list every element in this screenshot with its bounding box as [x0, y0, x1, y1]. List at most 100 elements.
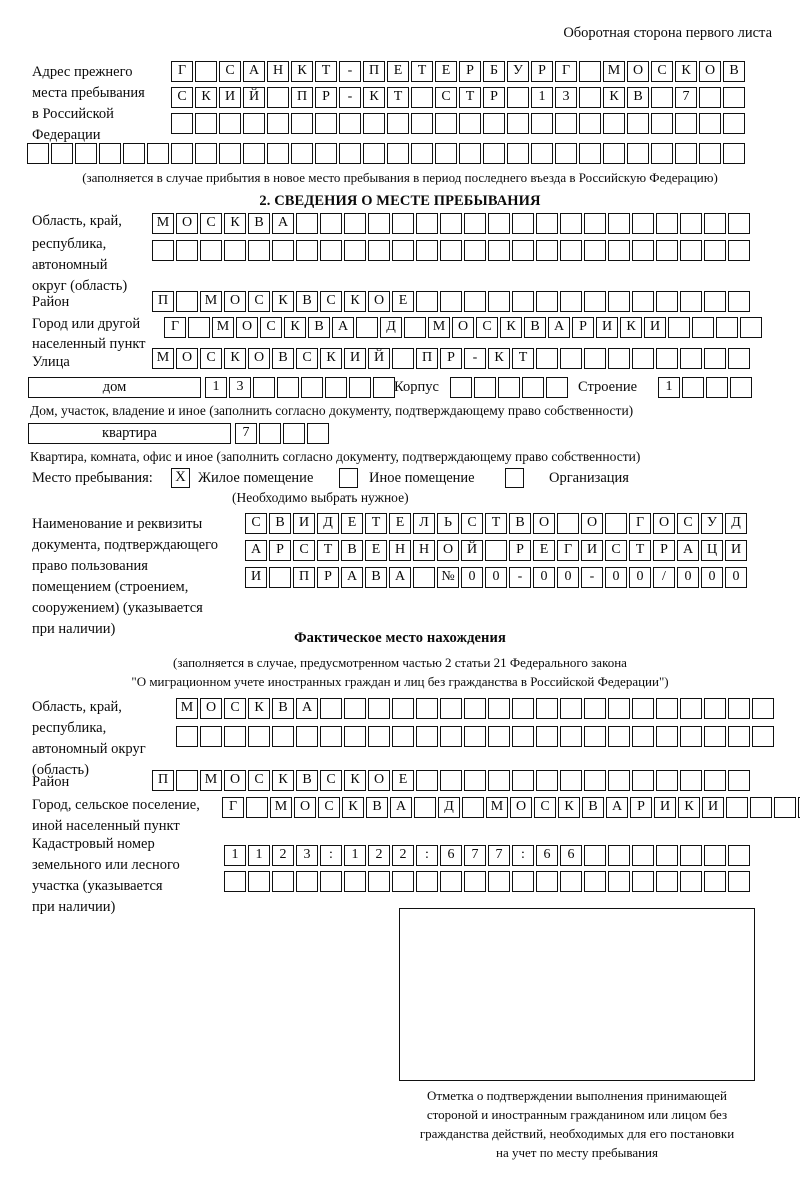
document-row-2-cell-1[interactable]: Р — [269, 540, 291, 561]
street-row-cell-8[interactable]: И — [344, 348, 366, 369]
document-row-3-cell-6[interactable]: А — [389, 567, 411, 588]
stroenie-cell-0[interactable]: 1 — [658, 377, 680, 398]
prev-address-row-4-cell-5[interactable] — [147, 143, 169, 164]
prev-address-row-1-cell-15[interactable]: Р — [531, 61, 553, 82]
korpus-cell-3[interactable] — [522, 377, 544, 398]
prev-address-row-3-cell-19[interactable] — [627, 113, 649, 134]
document-row-3-cell-2[interactable]: П — [293, 567, 315, 588]
region-row-2-cell-1[interactable] — [176, 240, 198, 261]
cadastral-row-2-cell-13[interactable] — [536, 871, 558, 892]
prev-address-row-3-cell-20[interactable] — [651, 113, 673, 134]
cadastral-row-2-cell-7[interactable] — [392, 871, 414, 892]
actual-district-row-cell-17[interactable] — [560, 770, 582, 791]
stroenie-cell-2[interactable] — [706, 377, 728, 398]
actual-district-row-cell-9[interactable]: О — [368, 770, 390, 791]
prev-address-row-1-cell-8[interactable]: П — [363, 61, 385, 82]
actual-city-row-cell-1[interactable] — [246, 797, 268, 818]
city-row-cell-14[interactable]: К — [500, 317, 522, 338]
cadastral-row-2-cell-4[interactable] — [320, 871, 342, 892]
actual-region-row-2-cell-23[interactable] — [728, 726, 750, 747]
document-row-3-cell-12[interactable]: 0 — [533, 567, 555, 588]
district-row-cell-13[interactable] — [464, 291, 486, 312]
prev-address-row-3-cell-13[interactable] — [483, 113, 505, 134]
prev-address-row-3-cell-1[interactable] — [195, 113, 217, 134]
region-row-2-cell-12[interactable] — [440, 240, 462, 261]
region-row-1-cell-20[interactable] — [632, 213, 654, 234]
prev-address-row-2-cell-19[interactable]: В — [627, 87, 649, 108]
city-row-cell-17[interactable]: Р — [572, 317, 594, 338]
document-row-3-cell-0[interactable]: И — [245, 567, 267, 588]
actual-city-row-cell-12[interactable]: О — [510, 797, 532, 818]
prev-address-row-2-cell-20[interactable] — [651, 87, 673, 108]
prev-address-row-4-cell-29[interactable] — [723, 143, 745, 164]
actual-district-row-cell-3[interactable]: О — [224, 770, 246, 791]
prev-address-row-3-cell-11[interactable] — [435, 113, 457, 134]
cadastral-row-1-cell-12[interactable]: : — [512, 845, 534, 866]
prev-address-row-4-cell-3[interactable] — [99, 143, 121, 164]
actual-city-row-cell-24[interactable] — [798, 797, 800, 818]
flat-number-row[interactable]: 7 — [235, 423, 329, 444]
city-row-cell-0[interactable]: Г — [164, 317, 186, 338]
district-row-cell-18[interactable] — [584, 291, 606, 312]
document-row-1-cell-16[interactable]: Г — [629, 513, 651, 534]
document-row-1-cell-17[interactable]: О — [653, 513, 675, 534]
actual-district-row-cell-21[interactable] — [656, 770, 678, 791]
actual-region-row-2-cell-13[interactable] — [488, 726, 510, 747]
district-row-cell-6[interactable]: В — [296, 291, 318, 312]
document-row-2-cell-4[interactable]: В — [341, 540, 363, 561]
actual-region-row-2-cell-19[interactable] — [632, 726, 654, 747]
cadastral-row-2-cell-16[interactable] — [608, 871, 630, 892]
actual-city-row-cell-9[interactable]: Д — [438, 797, 460, 818]
prev-address-row-2-cell-22[interactable] — [699, 87, 721, 108]
document-row-2-cell-3[interactable]: Т — [317, 540, 339, 561]
cadastral-row-2-cell-6[interactable] — [368, 871, 390, 892]
actual-city-row-cell-4[interactable]: С — [318, 797, 340, 818]
document-row-3-cell-19[interactable]: 0 — [701, 567, 723, 588]
region-row-2-cell-21[interactable] — [656, 240, 678, 261]
cadastral-row-2-cell-2[interactable] — [272, 871, 294, 892]
cadastral-row-1-cell-5[interactable]: 1 — [344, 845, 366, 866]
city-row-cell-13[interactable]: С — [476, 317, 498, 338]
actual-city-row-cell-20[interactable]: И — [702, 797, 724, 818]
actual-district-row-cell-24[interactable] — [728, 770, 750, 791]
region-row-1-cell-13[interactable] — [464, 213, 486, 234]
region-row-2-cell-10[interactable] — [392, 240, 414, 261]
cadastral-row-2-cell-10[interactable] — [464, 871, 486, 892]
prev-address-row-1-cell-7[interactable]: - — [339, 61, 361, 82]
prev-address-row-3-cell-3[interactable] — [243, 113, 265, 134]
actual-region-row-1-cell-10[interactable] — [416, 698, 438, 719]
document-row-3-cell-16[interactable]: 0 — [629, 567, 651, 588]
actual-city-row-cell-8[interactable] — [414, 797, 436, 818]
actual-city-row-cell-3[interactable]: О — [294, 797, 316, 818]
actual-district-row-cell-6[interactable]: В — [296, 770, 318, 791]
cadastral-row-2-cell-19[interactable] — [680, 871, 702, 892]
actual-region-row-2-cell-0[interactable] — [176, 726, 198, 747]
prev-address-row-4-cell-13[interactable] — [339, 143, 361, 164]
document-row-3-cell-8[interactable]: № — [437, 567, 459, 588]
district-row-cell-22[interactable] — [680, 291, 702, 312]
city-row-cell-15[interactable]: В — [524, 317, 546, 338]
prev-address-row-2-cell-6[interactable]: Р — [315, 87, 337, 108]
document-row-1-cell-9[interactable]: С — [461, 513, 483, 534]
prev-address-row-3-cell-15[interactable] — [531, 113, 553, 134]
district-row-cell-20[interactable] — [632, 291, 654, 312]
street-row-cell-4[interactable]: О — [248, 348, 270, 369]
prev-address-row-4-cell-4[interactable] — [123, 143, 145, 164]
document-row-2-cell-2[interactable]: С — [293, 540, 315, 561]
document-row-1-cell-7[interactable]: Л — [413, 513, 435, 534]
actual-city-row-cell-13[interactable]: С — [534, 797, 556, 818]
document-row-2-cell-6[interactable]: Н — [389, 540, 411, 561]
actual-region-row-1-cell-15[interactable] — [536, 698, 558, 719]
prev-address-row-1-cell-4[interactable]: Н — [267, 61, 289, 82]
prev-address-row-2-cell-7[interactable]: - — [339, 87, 361, 108]
house-number-cell-5[interactable] — [325, 377, 347, 398]
document-row-3-cell-20[interactable]: 0 — [725, 567, 747, 588]
house-number-cell-0[interactable]: 1 — [205, 377, 227, 398]
prev-address-row-4-cell-9[interactable] — [243, 143, 265, 164]
prev-address-row-2-cell-14[interactable] — [507, 87, 529, 108]
prev-address-row-2-cell-5[interactable]: П — [291, 87, 313, 108]
cadastral-row-2-cell-12[interactable] — [512, 871, 534, 892]
street-row-cell-15[interactable]: Т — [512, 348, 534, 369]
document-row-1-cell-14[interactable]: О — [581, 513, 603, 534]
